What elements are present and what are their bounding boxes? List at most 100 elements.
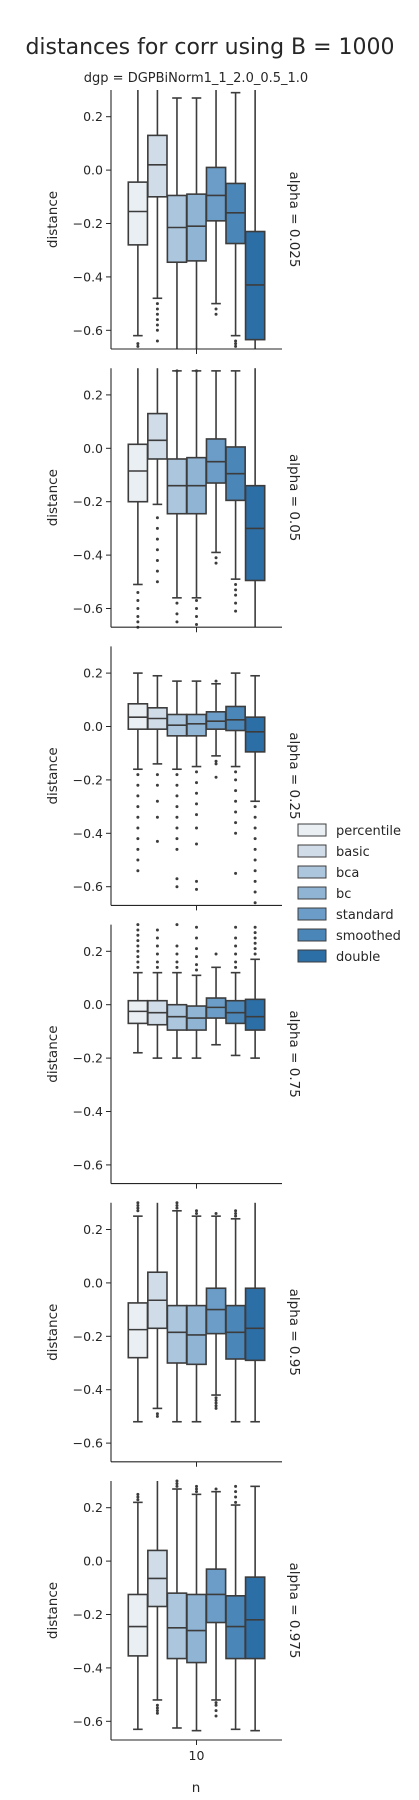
box-percentile	[127, 1593, 149, 1657]
outlier-point	[136, 847, 140, 851]
y-tick-label: −0.2	[73, 216, 103, 231]
y-tick-label: 0.0	[83, 1554, 103, 1569]
outlier-point	[253, 931, 257, 935]
outlier-point	[214, 775, 218, 779]
outlier-point	[195, 598, 198, 602]
outlier-point	[155, 936, 159, 940]
box-double	[244, 1287, 266, 1362]
outlier-point	[234, 1490, 238, 1494]
outlier-point	[136, 598, 140, 602]
outlier-point	[234, 871, 238, 875]
box-standard	[205, 1287, 227, 1335]
outlier-point	[136, 773, 140, 777]
x-tick-label: 10	[189, 1748, 205, 1763]
legend-label-bc: bc	[336, 887, 351, 902]
outlier-point	[214, 952, 218, 956]
outlier-point	[214, 1398, 218, 1402]
outlier-point	[175, 952, 179, 956]
outlier-point	[155, 799, 159, 803]
outlier-point	[175, 620, 179, 624]
outlier-point	[155, 1706, 159, 1710]
outlier-point	[253, 858, 257, 862]
outlier-point	[195, 1487, 198, 1491]
box-percentile	[127, 181, 149, 246]
outlier-point	[175, 612, 179, 616]
outlier-point	[234, 952, 238, 956]
facet-panel: 0.2 0.0 −0.2 −0.4 −0.6 distance alpha = 0.25	[45, 646, 302, 911]
box-double	[244, 716, 266, 753]
outlier-point	[155, 1709, 159, 1713]
outlier-point	[175, 960, 179, 964]
outlier-point	[155, 558, 159, 562]
outlier-point	[136, 858, 140, 862]
outlier-point	[175, 923, 179, 927]
facet-label: alpha = 0.975	[286, 1563, 302, 1659]
outlier-point	[136, 955, 140, 959]
legend-label-double: double	[336, 950, 380, 965]
outlier-point	[195, 770, 198, 774]
outlier-point	[136, 805, 140, 809]
outlier-point	[175, 794, 179, 798]
outlier-point	[195, 887, 198, 891]
facet-label: alpha = 0.75	[286, 1010, 302, 1097]
outlier-point	[155, 839, 159, 843]
box-bca	[166, 194, 188, 264]
box-bca	[166, 1304, 188, 1364]
outlier-point	[155, 537, 159, 541]
outlier-point	[155, 339, 159, 343]
legend-swatch-basic	[297, 844, 327, 858]
outlier-point	[136, 923, 140, 927]
outlier-point	[136, 342, 140, 346]
outlier-point	[214, 1401, 218, 1405]
legend-label-standard: standard	[336, 908, 394, 923]
outlier-point	[136, 1206, 140, 1210]
y-axis-title: distance	[45, 191, 61, 248]
outlier-point	[195, 1484, 198, 1488]
outlier-point	[155, 307, 159, 311]
outlier-point	[195, 968, 198, 972]
outlier-point	[155, 548, 159, 552]
outlier-point	[195, 879, 198, 883]
y-tick-label: 0.2	[83, 109, 103, 124]
outlier-point	[234, 1500, 238, 1504]
outlier-point	[195, 826, 198, 830]
outlier-point	[234, 770, 238, 774]
outlier-point	[155, 1703, 159, 1707]
y-tick-label: −0.2	[73, 494, 103, 509]
box-double	[244, 1576, 266, 1660]
outlier-point	[234, 342, 238, 346]
outlier-point	[195, 925, 198, 929]
facet-label: alpha = 0.25	[286, 732, 302, 819]
outlier-point	[155, 569, 159, 573]
box-smoothed	[225, 705, 246, 732]
y-tick-label: −0.4	[73, 1660, 103, 1675]
outlier-point	[253, 879, 257, 883]
y-axis-title: distance	[45, 1025, 61, 1082]
y-tick-label: 0.0	[83, 1275, 103, 1290]
outlier-point	[214, 556, 218, 560]
outlier-point	[195, 369, 198, 373]
y-tick-label: −0.4	[73, 548, 103, 563]
facet-panel: 0.2 0.0 −0.2 −0.4 −0.6 distance alpha = 0.95	[45, 1201, 302, 1467]
y-axis-title: distance	[45, 747, 61, 804]
outlier-point	[214, 1714, 218, 1718]
y-tick-label: −0.6	[73, 879, 103, 894]
outlier-point	[234, 1484, 238, 1488]
outlier-point	[195, 623, 198, 627]
outlier-point	[253, 847, 257, 851]
outlier-point	[175, 877, 179, 881]
outlier-point	[155, 928, 159, 932]
outlier-point	[136, 928, 140, 932]
outlier-point	[195, 842, 198, 846]
outlier-point	[234, 778, 238, 782]
legend-label-bca: bca	[336, 866, 359, 881]
outlier-point	[214, 1709, 218, 1713]
legend-label-smoothed: smoothed	[336, 929, 401, 944]
outlier-point	[136, 1209, 140, 1213]
outlier-point	[136, 590, 140, 594]
facet-label: alpha = 0.05	[286, 454, 302, 541]
outlier-point	[175, 1206, 179, 1210]
box-standard	[205, 1568, 227, 1624]
